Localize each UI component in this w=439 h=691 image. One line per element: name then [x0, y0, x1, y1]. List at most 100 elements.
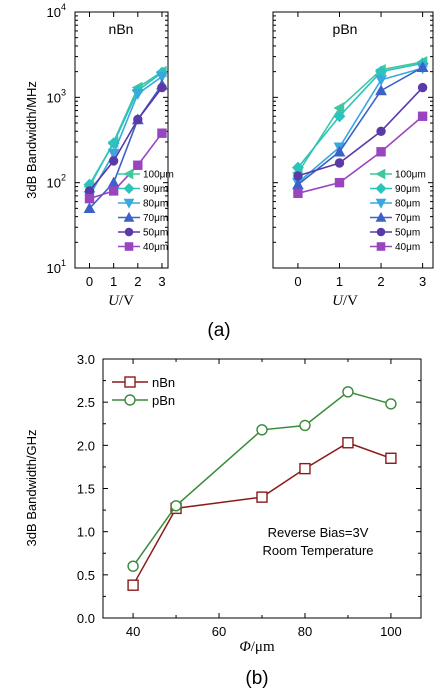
- data-point-40um: [417, 111, 428, 121]
- legend-marker-40um: [124, 242, 134, 251]
- y-tick-label: 2.0: [77, 438, 95, 453]
- panel-a-left-series: [83, 65, 168, 214]
- data-point-40um: [334, 177, 345, 188]
- panel-b-y-ticks: 0.0 0.5 1.0 1.5 2.0 2.5 3.0: [77, 352, 421, 626]
- legend-marker-70um: [123, 211, 135, 222]
- panel-a-right-x-ticks: 0 1 2 3: [294, 12, 426, 289]
- y-tick-label: 101: [47, 258, 66, 276]
- y-tick-base: 10: [47, 261, 61, 276]
- legend-marker-pBn: [124, 394, 136, 406]
- y-tick-exponent: 4: [61, 2, 66, 12]
- data-point-pBn: [299, 419, 311, 432]
- panel-b-annotation-line1: Reverse Bias=3V: [268, 525, 369, 540]
- panel-b-legend: nBn pBn: [112, 375, 175, 408]
- legend-marker-40um: [376, 242, 386, 251]
- panel-a-right-x-axis-label: U/V: [332, 293, 358, 309]
- data-point-100um: [333, 102, 345, 114]
- series-line-nBn: [132, 441, 392, 586]
- series-line-100um: [297, 61, 423, 174]
- data-point-80um: [375, 75, 387, 86]
- caption-a: (a): [207, 320, 230, 341]
- series-line-90um: [297, 62, 423, 169]
- panel-a-right-chart: pBn U/V 0 1 2 3 100μm 90μm 80μm 70μm 50μm 40μm: [272, 11, 434, 309]
- y-tick-base: 10: [47, 176, 61, 191]
- data-point-pBn: [170, 500, 182, 512]
- series-line-40um: [89, 132, 163, 200]
- series-line-70um: [297, 66, 424, 186]
- legend-label-70um: 70μm: [143, 213, 168, 224]
- panel-a-right-title: pBn: [333, 21, 358, 37]
- data-point-40um: [108, 186, 119, 196]
- data-point-50um: [293, 171, 303, 181]
- panel-a-left-x-ticks: 0 1 2 3: [86, 12, 166, 289]
- x-tick-label: 3: [158, 274, 165, 289]
- x-tick-label: 80: [298, 624, 312, 639]
- data-point-40um: [376, 147, 386, 157]
- data-point-pBn: [127, 560, 139, 572]
- legend-marker-70um: [375, 211, 387, 222]
- panel-a-left-frame: [74, 11, 169, 269]
- x-tick-label: 3: [419, 274, 426, 289]
- panel-b-x-axis-label: Φ/μm: [239, 639, 275, 655]
- y-tick-label: 103: [47, 87, 66, 105]
- y-tick-label: 102: [47, 173, 66, 191]
- legend-marker-50um: [124, 227, 134, 237]
- series-line-40um: [297, 115, 424, 195]
- series-line-50um: [88, 87, 163, 192]
- data-point-50um: [157, 82, 167, 93]
- panel-b-frame: [102, 358, 422, 619]
- legend-label-40um: 40μm: [395, 242, 420, 253]
- panel-b-chart: 3dB Bandwidth/GHz Φ/μm 0.0 0.5 1.0 1.5 2.0 2.…: [24, 352, 422, 655]
- data-point-50um: [376, 126, 386, 136]
- legend-marker-90um: [375, 183, 387, 194]
- data-point-40um: [84, 193, 95, 204]
- data-point-50um: [133, 114, 143, 125]
- y-tick-base: 10: [47, 90, 61, 105]
- legend-label-100um: 100μm: [395, 170, 426, 181]
- legend-label-40um: 40μm: [143, 242, 168, 253]
- legend-marker-100um: [123, 168, 134, 180]
- y-tick-label: 3.0: [77, 352, 95, 367]
- panel-a-right-y-ticks: [273, 11, 433, 269]
- caption-b: (b): [245, 668, 268, 689]
- data-point-40um: [293, 188, 303, 199]
- legend-label-80um: 80μm: [143, 199, 168, 210]
- data-point-40um: [133, 160, 143, 170]
- series-line-90um: [88, 71, 163, 185]
- data-point-70um: [333, 145, 346, 157]
- data-point-70um: [83, 202, 96, 214]
- panel-b-series: [127, 386, 397, 591]
- x-tick-label: 0: [86, 274, 93, 289]
- legend-label-50um: 50μm: [143, 228, 168, 239]
- data-point-nBn: [299, 462, 311, 475]
- y-tick-base: 10: [47, 5, 61, 20]
- panel-a-right-frame: [272, 11, 434, 269]
- panel-a-left-legend: 100μm 90μm 80μm 70μm 50μm 40μm: [118, 168, 174, 253]
- panel-a-y-axis-label: 3dB Bandwidth/MHz: [24, 81, 39, 199]
- legend-label-50um: 50μm: [395, 228, 420, 239]
- x-tick-label: 2: [377, 274, 384, 289]
- data-point-80um: [107, 148, 120, 160]
- data-point-nBn: [256, 491, 268, 503]
- legend-marker-100um: [375, 168, 386, 180]
- legend-label-90um: 90μm: [395, 184, 420, 195]
- panel-b-annotation-line2: Room Temperature: [262, 543, 373, 558]
- legend-marker-90um: [123, 183, 135, 194]
- y-tick-label: 104: [47, 2, 66, 20]
- panel-a-left-title: nBn: [109, 21, 134, 37]
- data-point-nBn: [342, 437, 354, 449]
- legend-marker-50um: [376, 227, 386, 237]
- panel-a-right-series: [291, 56, 429, 199]
- data-point-80um: [131, 89, 144, 100]
- series-line-50um: [297, 87, 424, 177]
- y-tick-exponent: 2: [61, 173, 66, 183]
- legend-label-80um: 80μm: [395, 199, 420, 210]
- x-tick-label: 0: [294, 274, 301, 289]
- legend-label-70um: 70μm: [395, 213, 420, 224]
- data-point-50um: [108, 156, 119, 166]
- data-point-50um: [417, 82, 428, 93]
- legend-marker-nBn: [124, 376, 136, 388]
- data-point-70um: [416, 61, 429, 72]
